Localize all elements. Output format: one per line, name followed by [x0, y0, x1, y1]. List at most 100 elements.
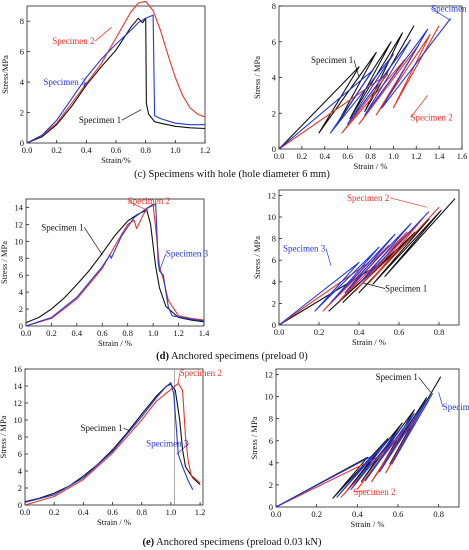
annotation-label: Specimen 2 [411, 112, 453, 122]
plot-frame [24, 368, 204, 506]
x-tick-label: 0.8 [434, 327, 445, 337]
x-tick-label: 0.2 [314, 327, 325, 337]
y-tick-label: 2 [272, 298, 276, 308]
chart-c-left: 0.0 0.2 0.4 0.6 0.8 1.0 1.2 0 2 4 6 8 Strain/% Stress… [0, 0, 211, 165]
x-tick-label: 0.2 [297, 151, 308, 161]
series-line-specimen-2 [278, 25, 440, 150]
annotation-leader [83, 227, 103, 256]
y-tick-label: 16 [14, 364, 23, 374]
series-line-specimen-2 [26, 0, 206, 144]
y-tick-label: 4 [272, 277, 277, 287]
chart-e-left: 0.0 0.2 0.4 0.6 0.8 1.0 1.2 0 2 4 6 8 10 12 14 16 Strain… [0, 364, 222, 527]
x-tick-label: 0.8 [140, 145, 151, 155]
annotation-leader [127, 200, 147, 211]
x-tick-label: 1.0 [170, 145, 181, 155]
y-tick-label: 12 [265, 370, 274, 380]
y-tick-label: 2 [20, 108, 24, 118]
annotation-label: Specimen 3 [431, 3, 469, 13]
annotation-label: Specimen 1 [376, 372, 418, 382]
y-tick-label: 6 [20, 47, 24, 57]
x-tick-label: 1.0 [166, 507, 177, 517]
y-axis-label: Stress / MPa [252, 236, 262, 279]
x-axis-label: Strain/% [101, 155, 131, 165]
annotation-label: Specimen 2 [128, 196, 170, 206]
x-tick-label: 0.6 [107, 507, 118, 517]
y-tick-label: 8 [272, 1, 276, 11]
series-line-specimen-1 [26, 17, 206, 144]
series-line-specimen-1 [278, 198, 456, 326]
y-tick-label: 2 [272, 108, 276, 118]
x-tick-label: 1.0 [388, 151, 399, 161]
x-tick-label: 0.0 [274, 327, 285, 337]
annotation-label: Specimen 1 [385, 284, 427, 294]
y-tick-label: 2 [19, 304, 23, 314]
y-tick-label: 10 [265, 392, 274, 402]
x-tick-label: 0.2 [49, 507, 60, 517]
x-tick-label: 0.4 [78, 507, 89, 517]
y-tick-label: 4 [19, 287, 24, 297]
x-tick-label: 0.8 [433, 509, 444, 519]
annotation-leader [123, 427, 131, 432]
x-axis-label: Strain / % [354, 161, 388, 171]
plot-frame [275, 368, 460, 508]
y-tick-label: 8 [18, 432, 22, 442]
y-tick-label: 2 [269, 480, 273, 490]
y-tick-label: 0 [19, 321, 23, 331]
y-tick-label: 6 [269, 436, 273, 446]
annotation-label: Specimen 1 [311, 55, 353, 65]
annotation-leader [438, 392, 444, 407]
x-tick-label: 0.4 [72, 328, 83, 338]
annotation-label: Specimen 2 [52, 36, 94, 46]
series-line-specimen-3 [278, 211, 430, 326]
x-tick-label: 0.0 [22, 145, 33, 155]
y-tick-label: 12 [268, 190, 277, 200]
caption-c: (c) Specimens with hole (hole diameter 6… [134, 169, 330, 180]
annotation-leader [430, 8, 451, 21]
chart-e-right: 0.0 0.2 0.4 0.6 0.8 0 2 4 6 8 10 12 Strain / % Stress… [249, 368, 469, 529]
annotation-leader [177, 372, 181, 384]
y-tick-label: 4 [20, 77, 25, 87]
annotation-label: Specimen 2 [353, 487, 395, 497]
y-tick-label: 0 [272, 144, 276, 154]
annotation-label: Specimen 2 [180, 368, 222, 378]
annotation-leader [389, 197, 428, 208]
series-line-specimen-3 [275, 393, 434, 508]
series-line-specimen-3 [25, 203, 205, 327]
x-tick-label: 1.2 [200, 145, 211, 155]
y-tick-label: 6 [272, 37, 276, 47]
y-tick-label: 10 [268, 212, 277, 222]
x-tick-label: 1.0 [148, 328, 159, 338]
y-tick-label: 12 [15, 219, 24, 229]
series-line-specimen-2 [278, 206, 440, 326]
annotation-leader [159, 253, 167, 272]
y-tick-label: 6 [18, 449, 22, 459]
y-tick-label: 0 [269, 502, 273, 512]
x-tick-label: 0.6 [111, 145, 122, 155]
x-tick-label: 0.0 [20, 507, 31, 517]
x-tick-label: 0.6 [342, 151, 353, 161]
x-tick-label: 1.6 [457, 151, 468, 161]
y-tick-label: 8 [19, 253, 23, 263]
y-tick-label: 4 [272, 73, 277, 83]
plot-frame [25, 198, 205, 327]
y-tick-label: 10 [14, 415, 23, 425]
x-tick-label: 0.6 [394, 327, 405, 337]
y-axis-label: Stress / MPa [252, 56, 262, 99]
caption-d-rest: Anchored specimens (preload 0) [169, 351, 308, 362]
chart-d-right: 0.0 0.2 0.4 0.6 0.8 0 2 4 6 8 10 12 Strain / % Stress… [252, 189, 460, 347]
annotation-leader [83, 81, 87, 87]
x-tick-label: 0.6 [393, 509, 404, 519]
y-tick-label: 4 [269, 458, 274, 468]
series-line-specimen-3 [278, 18, 452, 150]
annotation-leader [176, 443, 190, 455]
annotation-label: Specimen 3 [166, 249, 209, 259]
x-axis-label: Strain / % [98, 338, 132, 348]
annotation-leader [410, 95, 428, 118]
annotation-label: Specimen 1 [79, 115, 121, 125]
y-tick-label: 4 [18, 466, 23, 476]
annotation-leader [353, 60, 360, 78]
x-tick-label: 0.8 [365, 151, 376, 161]
x-axis-label: Strain / % [97, 517, 131, 527]
y-tick-label: 0 [18, 500, 22, 510]
